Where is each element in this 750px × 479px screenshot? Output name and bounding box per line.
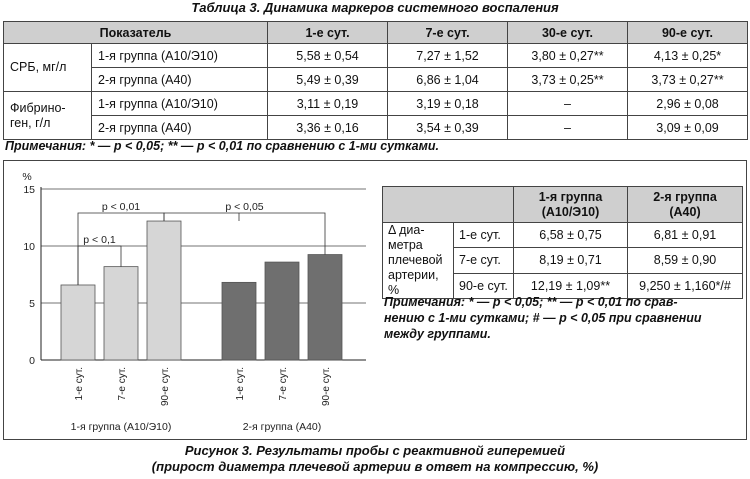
y-tick-label: 5 xyxy=(29,298,35,310)
group-label: 2-я группа (А40) xyxy=(243,421,322,433)
value-cell: 3,73 ± 0,27** xyxy=(627,67,748,92)
value-cell: 3,09 ± 0,09 xyxy=(627,115,748,140)
value-cell: 8,59 ± 0,90 xyxy=(627,247,743,274)
table3-header-row: Показатель 1-е сут. 7-е сут. 30-е сут. 9… xyxy=(3,21,748,44)
value-cell: 5,49 ± 0,39 xyxy=(267,67,388,92)
table3: Показатель 1-е сут. 7-е сут. 30-е сут. 9… xyxy=(3,21,748,140)
value-cell: – xyxy=(507,91,628,116)
header-group1-line2: (А10/Э10) xyxy=(541,204,600,219)
day-cell: 7-е сут. xyxy=(453,247,514,274)
value-cell: 6,86 ± 1,04 xyxy=(387,67,508,92)
indicator-crp: СРБ, мг/л xyxy=(3,43,92,92)
header-group2-line1: 2-я группа xyxy=(653,189,717,204)
header-day90: 90-е сут. xyxy=(627,21,748,44)
figure-caption-line1: Рисунок 3. Результаты пробы с реактивной… xyxy=(184,443,566,458)
table-row: 2-я группа (А40) 3,36 ± 0,16 3,54 ± 0,39… xyxy=(4,115,748,140)
y-tick-label: 15 xyxy=(23,184,35,196)
row-label-line: Δ диа- xyxy=(388,223,425,237)
value-cell: 6,81 ± 0,91 xyxy=(627,221,743,249)
table-row: СРБ, мг/л 1-я группа (А10/Э10) 5,58 ± 0,… xyxy=(3,43,748,92)
group-cell: 1-я группа (А10/Э10) xyxy=(91,91,268,116)
bar xyxy=(146,220,182,361)
group-cell: 1-я группа (А10/Э10) xyxy=(91,43,268,68)
day-cell: 90-е сут. xyxy=(453,272,514,300)
header-day1: 1-е сут. xyxy=(267,21,388,44)
indicator-fibrinogen-line2: ген, г/л xyxy=(10,115,51,130)
bar xyxy=(103,266,139,361)
table-row: Фибрино- ген, г/л 1-я группа (А10/Э10) 3… xyxy=(3,91,748,140)
value-cell: 3,80 ± 0,27** xyxy=(507,43,628,68)
table3-title: Таблица 3. Динамика маркеров системного … xyxy=(191,0,559,15)
value-cell: 3,36 ± 0,16 xyxy=(267,115,388,140)
value-cell: 5,58 ± 0,54 xyxy=(267,43,388,68)
header-day7: 7-е сут. xyxy=(387,21,508,44)
group-label: 1-я группа (А10/Э10) xyxy=(71,421,172,433)
group-cell: 2-я группа (А40) xyxy=(91,115,268,140)
x-tick-label: 90-е сут. xyxy=(160,367,171,406)
x-tick-label: 7-е сут. xyxy=(117,367,128,400)
row-label-line: плечевой xyxy=(388,253,443,267)
bar-chart: 0 5 10 15% 1-е сут. 7-е сут. 90-е сут. 1-я груп… xyxy=(22,171,366,433)
bar xyxy=(60,284,96,361)
bar xyxy=(264,261,300,361)
value-cell: 4,13 ± 0,25* xyxy=(627,43,748,68)
value-cell: 7,27 ± 1,52 xyxy=(387,43,508,68)
value-cell: 8,19 ± 0,71 xyxy=(513,247,628,274)
figure-caption-line2: (прирост диаметра плечевой артерии в отв… xyxy=(151,459,599,474)
significance-bracket xyxy=(77,245,122,285)
row-label-line: метра xyxy=(388,238,423,252)
indicator-fibrinogen: Фибрино- ген, г/л xyxy=(3,91,92,140)
table-row: Δ диа- метра плечевой артерии, % 1-е сут… xyxy=(382,221,743,299)
value-cell: 2,96 ± 0,08 xyxy=(627,91,748,116)
table3-note: Примечания: * — p < 0,05; ** — p < 0,01 … xyxy=(5,139,439,153)
value-cell: 6,58 ± 0,75 xyxy=(513,221,628,249)
header-group1: 1-я группа (А10/Э10) xyxy=(513,186,628,223)
value-cell: – xyxy=(507,115,628,140)
value-cell: 3,54 ± 0,39 xyxy=(387,115,508,140)
table-row: 2-я группа (А40) 5,49 ± 0,39 6,86 ± 1,04… xyxy=(4,67,748,92)
table-row: 90-е сут. 12,19 ± 1,09** 9,250 ± 1,160*/… xyxy=(383,272,743,300)
value-cell: 12,19 ± 1,09** xyxy=(513,272,628,300)
x-tick-label: 1-е сут. xyxy=(74,367,85,400)
x-tick-label: 90-е сут. xyxy=(321,367,332,406)
table4-note-line2: нению с 1-ми сутками; # — p < 0,05 при с… xyxy=(384,311,702,325)
significance-bracket xyxy=(163,212,326,255)
y-unit-label: % xyxy=(22,171,31,183)
value-cell: 3,11 ± 0,19 xyxy=(267,91,388,116)
bar xyxy=(307,254,343,361)
table4: 1-я группа (А10/Э10) 2-я группа (А40) Δ … xyxy=(382,186,743,300)
header-indicator: Показатель xyxy=(3,21,268,44)
header-day30: 30-е сут. xyxy=(507,21,628,44)
indicator-fibrinogen-line1: Фибрино- xyxy=(10,100,66,115)
day-cell: 1-е сут. xyxy=(453,221,514,249)
x-tick-label: 1-е сут. xyxy=(235,367,246,400)
row-label-line: артерии, % xyxy=(388,268,439,297)
y-tick-label: 10 xyxy=(23,241,35,253)
significance-label: p < 0,01 xyxy=(102,201,140,213)
figure-frame xyxy=(3,160,747,440)
figure-caption: Рисунок 3. Результаты пробы с реактивной… xyxy=(0,443,750,475)
table-row: 7-е сут. 8,19 ± 0,71 8,59 ± 0,90 xyxy=(383,247,743,274)
significance-label: p < 0,1 xyxy=(83,234,116,246)
value-cell: 3,73 ± 0,25** xyxy=(507,67,628,92)
header-empty xyxy=(382,186,514,223)
header-group2-line2: (А40) xyxy=(669,204,701,219)
bar xyxy=(221,281,257,361)
header-group2: 2-я группа (А40) xyxy=(627,186,743,223)
table4-note-line3: между группами. xyxy=(384,327,491,341)
row-label-diameter: Δ диа- метра плечевой артерии, % xyxy=(382,222,454,299)
significance-label: p < 0,05 xyxy=(225,201,263,213)
value-cell: 3,19 ± 0,18 xyxy=(387,91,508,116)
y-tick-label: 0 xyxy=(29,355,35,367)
header-group1-line1: 1-я группа xyxy=(538,189,603,204)
table4-note: Примечания: * — p < 0,05; ** — p < 0,01 … xyxy=(384,294,746,342)
group-cell: 2-я группа (А40) xyxy=(91,67,268,92)
value-cell: 9,250 ± 1,160*/# xyxy=(627,272,743,300)
table4-note-line1: Примечания: * — p < 0,05; ** — p < 0,01 … xyxy=(384,295,678,309)
table4-header-row: 1-я группа (А10/Э10) 2-я группа (А40) xyxy=(382,186,743,223)
x-tick-label: 7-е сут. xyxy=(278,367,289,400)
